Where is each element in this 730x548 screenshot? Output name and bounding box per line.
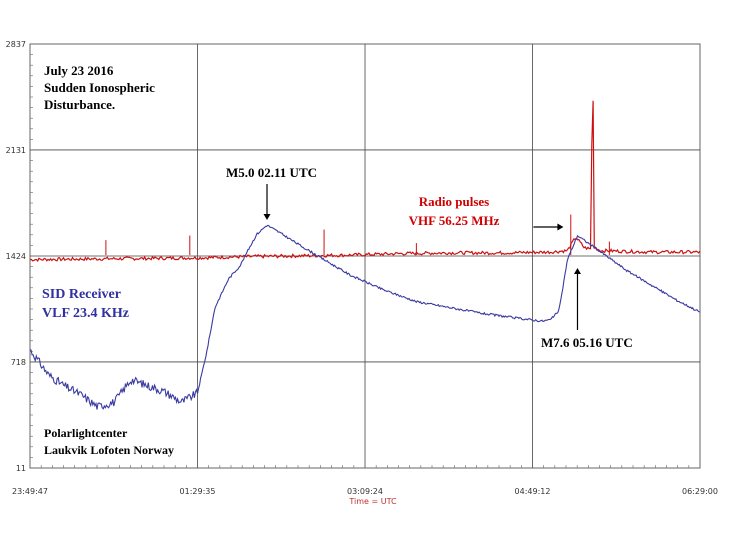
y-axis-ticks: 2837 2131 1424 718 11 (6, 40, 33, 473)
y-tick-label: 2131 (6, 146, 26, 155)
flare2-label: M7.6 05.16 UTC (541, 335, 633, 350)
x-tick-label: 01:29:35 (180, 487, 216, 496)
annotation-arrows (263, 184, 581, 330)
flare1-label: M5.0 02.11 UTC (226, 165, 317, 180)
y-tick-label: 11 (16, 464, 26, 473)
site-label-line2: Laukvik Lofoten Norway (44, 443, 175, 457)
x-axis-title: Time = UTC (348, 497, 397, 506)
y-tick-label: 718 (11, 358, 26, 367)
flare2-arrow-head (573, 268, 581, 274)
event-label-line1: Sudden Ionospheric (44, 80, 155, 95)
sid-label-line2: VLF 23.4 KHz (42, 306, 129, 321)
y-tick-label: 2837 (6, 40, 26, 49)
series-lines (29, 100, 701, 410)
x-tick-label: 06:29:00 (682, 487, 718, 496)
flare1-arrow-head (263, 214, 271, 220)
event-label-line2: Disturbance. (44, 97, 116, 112)
radio-pulses-line (29, 100, 701, 262)
x-axis-ticks: 23:49:47 01:29:35 03:09:24 04:49:12 06:29:00 (12, 465, 718, 496)
radio-label-line1: Radio pulses (418, 194, 490, 209)
y-tick-label: 1424 (6, 252, 26, 261)
date-label: July 23 2016 (44, 63, 114, 78)
x-tick-label: 04:49:12 (515, 487, 551, 496)
x-tick-label: 03:09:24 (347, 487, 383, 496)
x-tick-label: 23:49:47 (12, 487, 48, 496)
sid-label-line1: SID Receiver (42, 287, 121, 302)
site-label-line1: Polarlightcenter (44, 426, 128, 440)
radio-label-line2: VHF 56.25 MHz (408, 213, 500, 228)
radio-arrow-head (557, 223, 564, 231)
sid-receiver-line (29, 224, 701, 410)
